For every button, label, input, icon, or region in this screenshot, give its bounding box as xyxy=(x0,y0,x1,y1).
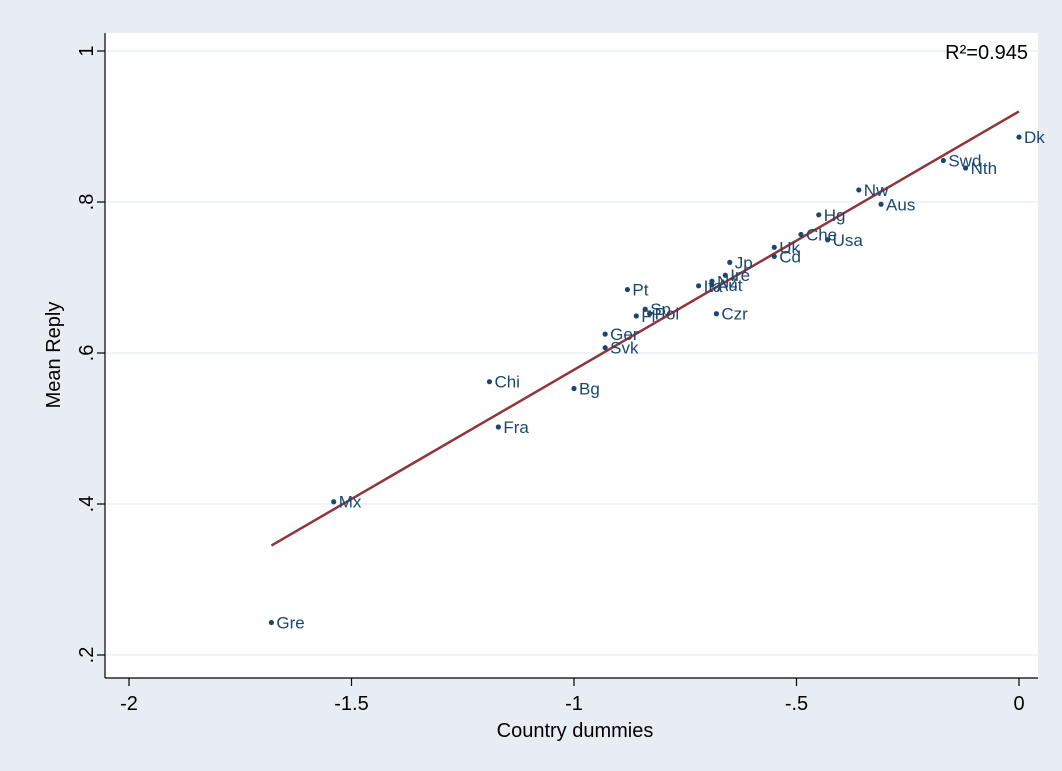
point-marker xyxy=(647,311,653,317)
point-label: Ire xyxy=(730,266,750,285)
point-label: Dk xyxy=(1024,128,1045,147)
point-label: Jp xyxy=(735,253,753,272)
point-marker xyxy=(633,313,639,319)
point-marker xyxy=(709,278,715,284)
points: DkSwdNthNwAusHgCheUsaUkCdJpIreNzAutItaPt… xyxy=(268,128,1045,633)
point-marker xyxy=(856,187,862,193)
point-label: Pol xyxy=(655,305,680,324)
fit-line xyxy=(270,110,1020,547)
x-axis-label: Country dummies xyxy=(497,720,654,742)
point-marker xyxy=(771,244,777,250)
point-label: Aus xyxy=(886,195,915,214)
point-label: Mx xyxy=(339,493,362,512)
point-label: Swd xyxy=(948,151,981,170)
point-marker xyxy=(709,282,715,288)
point-label: Nw xyxy=(864,181,889,200)
point-marker xyxy=(486,379,493,385)
x-tick-label: -.5 xyxy=(785,693,808,715)
point-label: Ita xyxy=(704,277,723,296)
point-label: Chi xyxy=(494,373,520,392)
x-tick-label: -1.5 xyxy=(334,693,368,715)
point-marker xyxy=(331,499,337,505)
y-tick-label: .4 xyxy=(76,496,98,513)
point-label: Fra xyxy=(503,418,529,437)
point-marker xyxy=(722,272,728,278)
y-tick-label: .2 xyxy=(76,647,98,664)
point-marker xyxy=(963,165,969,171)
point-marker xyxy=(940,157,946,164)
point-marker xyxy=(571,385,577,392)
grid xyxy=(106,50,1038,656)
plot-area xyxy=(105,33,1038,678)
point-marker xyxy=(602,331,608,337)
point-label: Bg xyxy=(579,379,600,398)
point-marker xyxy=(878,201,884,207)
y-tick-label: .6 xyxy=(76,345,98,362)
y-ticks: .2 .4 .6 .8 1 xyxy=(76,45,105,663)
point-label: Svk xyxy=(610,339,639,358)
point-marker xyxy=(602,345,608,351)
point-marker xyxy=(713,311,720,317)
point-label: Hg xyxy=(824,206,846,225)
y-tick-label: .8 xyxy=(76,194,98,211)
point-label: Usa xyxy=(833,231,864,250)
point-label: Nth xyxy=(971,159,997,178)
point-label: Nz xyxy=(717,272,738,291)
point-marker xyxy=(816,212,822,218)
point-marker xyxy=(1016,134,1022,140)
point-marker xyxy=(624,286,631,293)
point-marker xyxy=(727,259,733,265)
point-marker xyxy=(696,283,702,289)
y-axis-label: Mean Reply xyxy=(43,302,65,409)
point-marker xyxy=(495,424,501,430)
x-tick-label: -1 xyxy=(565,693,583,715)
point-label: Aut xyxy=(717,276,743,295)
point-marker xyxy=(642,306,648,312)
r-squared-annotation: R²=0.945 xyxy=(945,42,1028,64)
point-label: Gre xyxy=(276,614,304,633)
point-label: Ger xyxy=(610,325,639,344)
point-label: Sp xyxy=(650,300,671,319)
point-label: Uk xyxy=(779,238,800,257)
point-marker xyxy=(268,619,274,626)
point-marker xyxy=(771,253,777,259)
x-tick-label: 0 xyxy=(1013,693,1024,715)
point-label: Czr xyxy=(721,305,748,324)
point-label: Pt xyxy=(632,281,648,300)
point-marker xyxy=(825,237,831,243)
x-tick-label: -2 xyxy=(120,693,138,715)
point-label: Cd xyxy=(779,247,801,266)
point-label: Fl xyxy=(641,307,655,326)
point-marker xyxy=(798,231,804,238)
x-ticks: -2 -1.5 -1 -.5 0 xyxy=(120,678,1025,715)
y-tick-label: 1 xyxy=(76,45,98,56)
